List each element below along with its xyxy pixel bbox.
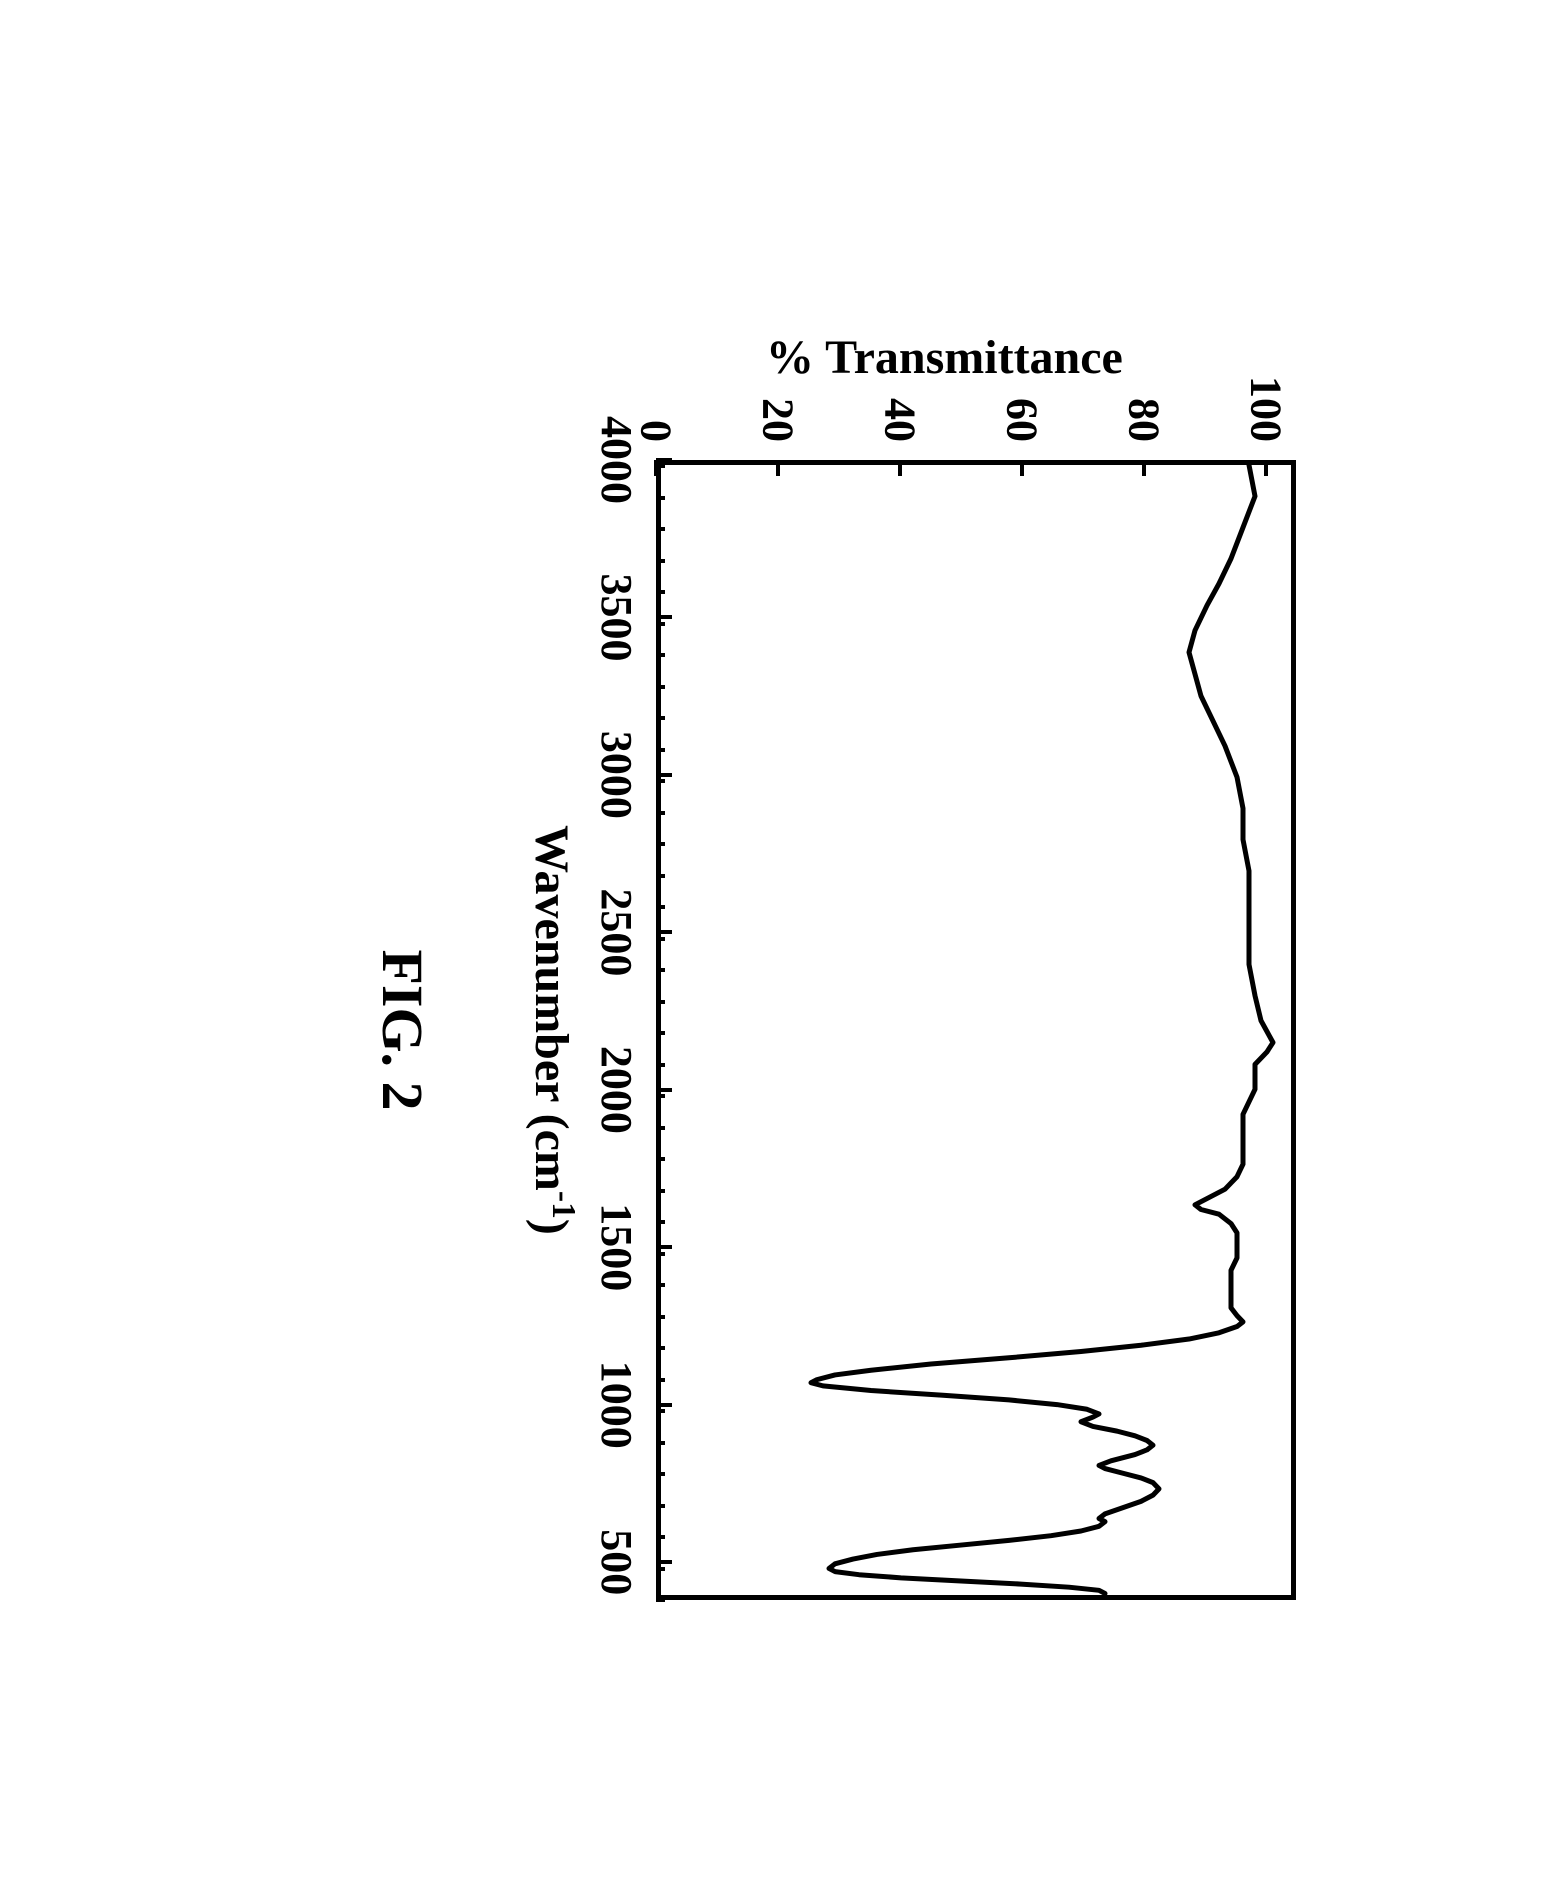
x-tick-minor xyxy=(656,1346,665,1350)
x-tick-major xyxy=(656,615,672,619)
x-tick-minor xyxy=(656,653,665,657)
page: % Transmittance Wavenumber (cm-1) FIG. 2… xyxy=(0,0,1566,1893)
figure-area: % Transmittance Wavenumber (cm-1) FIG. 2… xyxy=(376,260,1356,1660)
x-tick-minor xyxy=(656,622,665,626)
x-tick-label: 1000 xyxy=(591,1361,642,1449)
y-tick-label: 20 xyxy=(752,398,803,442)
y-tick-major xyxy=(898,460,902,476)
y-tick-major xyxy=(1264,460,1268,476)
x-tick-minor xyxy=(656,716,665,720)
x-tick-label: 3500 xyxy=(591,573,642,661)
x-axis-label: Wavenumber (cm-1) xyxy=(524,770,582,1290)
x-tick-minor xyxy=(656,1220,665,1224)
x-tick-minor xyxy=(656,1441,665,1445)
x-tick-minor xyxy=(656,1504,665,1508)
x-tick-minor xyxy=(656,1598,665,1602)
ir-spectrum-plot xyxy=(656,460,1296,1600)
x-tick-minor xyxy=(656,1094,665,1098)
x-tick-major xyxy=(656,1245,672,1249)
rotated-content: % Transmittance Wavenumber (cm-1) FIG. 2… xyxy=(0,0,1566,1893)
x-axis-label-suffix: ) xyxy=(525,1219,578,1235)
x-tick-minor xyxy=(656,905,665,909)
x-tick-minor xyxy=(656,590,665,594)
x-tick-minor xyxy=(656,748,665,752)
y-tick-label: 60 xyxy=(996,398,1047,442)
y-axis-label: % Transmittance xyxy=(766,330,1123,385)
x-tick-label: 1500 xyxy=(591,1203,642,1291)
x-tick-label: 500 xyxy=(591,1529,642,1595)
x-tick-minor xyxy=(656,1535,665,1539)
x-tick-minor xyxy=(656,1000,665,1004)
x-tick-label: 2000 xyxy=(591,1046,642,1134)
x-tick-minor xyxy=(656,527,665,531)
x-tick-minor xyxy=(656,1126,665,1130)
x-tick-major xyxy=(656,458,672,462)
x-tick-minor xyxy=(656,1189,665,1193)
y-tick-label: 40 xyxy=(874,398,925,442)
x-axis-label-prefix: Wavenumber (cm xyxy=(525,825,578,1191)
x-tick-major xyxy=(656,930,672,934)
x-tick-minor xyxy=(656,1378,665,1382)
x-tick-major xyxy=(656,1403,672,1407)
x-tick-label: 2500 xyxy=(591,888,642,976)
x-tick-major xyxy=(656,1088,672,1092)
x-tick-minor xyxy=(656,685,665,689)
y-tick-label: 0 xyxy=(631,420,682,442)
x-tick-minor xyxy=(656,1315,665,1319)
x-tick-minor xyxy=(656,1252,665,1256)
figure-caption: FIG. 2 xyxy=(369,910,436,1150)
y-tick-major xyxy=(776,460,780,476)
x-tick-minor xyxy=(656,1567,665,1571)
y-tick-major xyxy=(1020,460,1024,476)
spectrum-line-svg xyxy=(661,465,1291,1595)
x-tick-minor xyxy=(656,1157,665,1161)
y-tick-major xyxy=(1142,460,1146,476)
x-tick-minor xyxy=(656,842,665,846)
x-axis-label-sup: -1 xyxy=(545,1191,582,1219)
x-tick-minor xyxy=(656,496,665,500)
x-tick-minor xyxy=(656,559,665,563)
x-tick-minor xyxy=(656,1283,665,1287)
x-tick-minor xyxy=(656,874,665,878)
x-tick-major xyxy=(656,773,672,777)
y-tick-label: 80 xyxy=(1118,398,1169,442)
x-tick-minor xyxy=(656,1031,665,1035)
x-tick-minor xyxy=(656,968,665,972)
x-tick-minor xyxy=(656,1472,665,1476)
y-tick-label: 100 xyxy=(1240,376,1291,442)
x-tick-minor xyxy=(656,779,665,783)
x-tick-minor xyxy=(656,1063,665,1067)
x-tick-label: 3000 xyxy=(591,731,642,819)
x-tick-minor xyxy=(656,811,665,815)
y-tick-major xyxy=(654,460,658,476)
x-tick-minor xyxy=(656,937,665,941)
x-tick-major xyxy=(656,1560,672,1564)
x-tick-minor xyxy=(656,1409,665,1413)
